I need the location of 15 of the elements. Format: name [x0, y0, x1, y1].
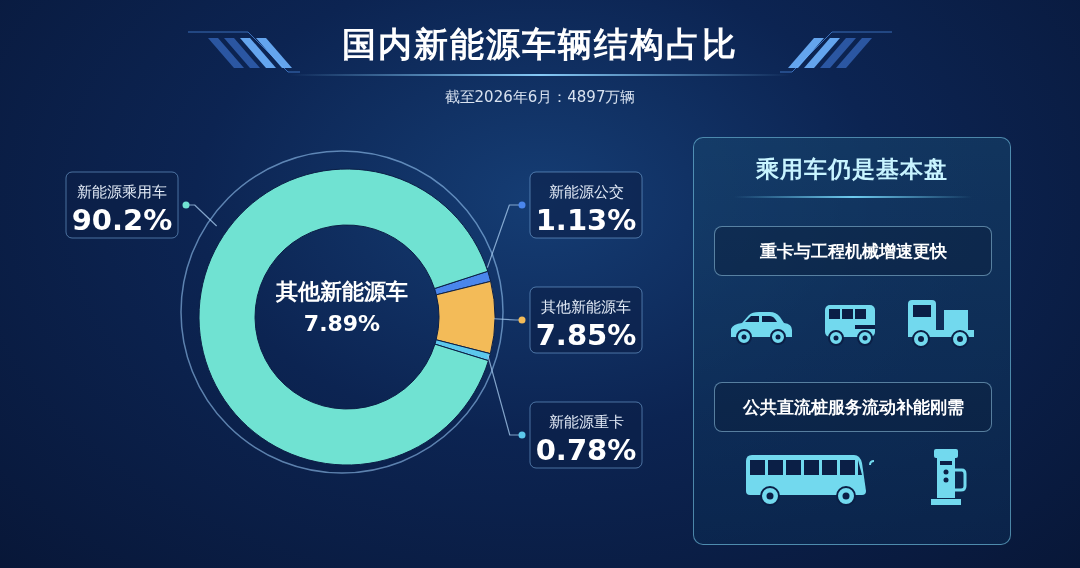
text: 重卡与工程机械增速更快 — [714, 226, 992, 276]
text: 乘用车仍是基本盘 — [755, 155, 949, 184]
chart-title: 国内新能源车辆结构占比 — [341, 23, 739, 66]
slice-label: 其他新能源车 — [541, 298, 631, 316]
slice-label: 新能源公交 — [548, 183, 624, 201]
text: 其他新能源车 7.89% — [275, 278, 409, 338]
data-label: 7.85% — [535, 318, 637, 352]
text: 公共直流桩服务流动补能刚需 — [714, 382, 992, 432]
data-label: 90.2% — [71, 203, 173, 237]
donut-slice — [198, 168, 489, 466]
data-label: 0.78% — [535, 433, 637, 467]
chart-subtitle: 截至2026年6月：4897万辆 — [443, 88, 637, 107]
data-label: 1.13% — [535, 203, 637, 237]
slice-label: 新能源乘用车 — [77, 183, 167, 201]
slice-label: 新能源重卡 — [548, 413, 624, 431]
